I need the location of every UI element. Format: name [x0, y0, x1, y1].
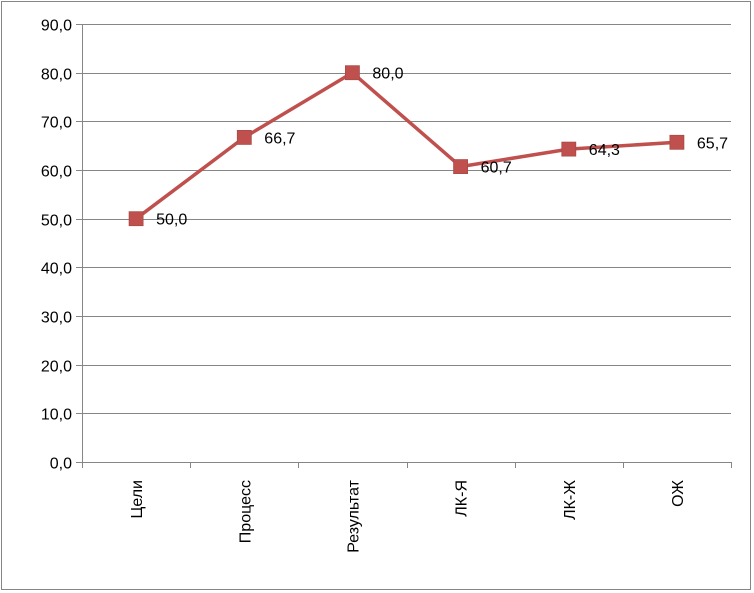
data-label: 64,3 [589, 142, 620, 159]
data-label: 60,7 [481, 160, 512, 177]
y-tick-label: 10,0 [41, 407, 72, 424]
x-tick-label: Процесс [237, 480, 254, 543]
y-tick-label: 30,0 [41, 310, 72, 327]
series-line [135, 70, 678, 221]
axes [76, 24, 732, 468]
data-point [128, 211, 144, 227]
x-tick-label: ЛК-Ж [562, 480, 579, 520]
y-tick-label: 50,0 [41, 213, 72, 230]
y-tick-label: 20,0 [41, 359, 72, 376]
y-axis-ticks: 0,0 10,0 20,0 30,0 40,0 50,0 60,0 70,0 80,0 90,0 [41, 18, 72, 473]
data-label: 50,0 [156, 212, 187, 229]
data-point [561, 141, 577, 157]
y-tick-label: 40,0 [41, 261, 72, 278]
x-tick-label: ЛК-Я [454, 480, 471, 517]
gridlines [82, 24, 731, 414]
y-tick-label: 90,0 [41, 18, 72, 35]
x-tick-label: Цели [129, 480, 146, 518]
data-point [669, 134, 685, 150]
data-label: 80,0 [372, 66, 403, 83]
y-tick-label: 60,0 [41, 164, 72, 181]
data-point [453, 159, 469, 175]
x-axis-ticks: Цели Процесс Результат ЛК-Я ЛК-Ж ОЖ [129, 479, 687, 552]
data-labels: 50,0 66,7 80,0 60,7 64,3 65,7 [156, 66, 728, 229]
data-label: 66,7 [264, 130, 295, 147]
y-tick-label: 0,0 [50, 456, 72, 473]
y-tick-label: 80,0 [41, 67, 72, 84]
series-group [128, 65, 685, 227]
data-point [236, 129, 252, 145]
x-tick-label: ОЖ [670, 480, 687, 507]
data-point [344, 65, 360, 81]
data-label: 65,7 [697, 135, 728, 152]
x-tick-label: Результат [345, 479, 362, 552]
y-tick-label: 70,0 [41, 115, 72, 132]
